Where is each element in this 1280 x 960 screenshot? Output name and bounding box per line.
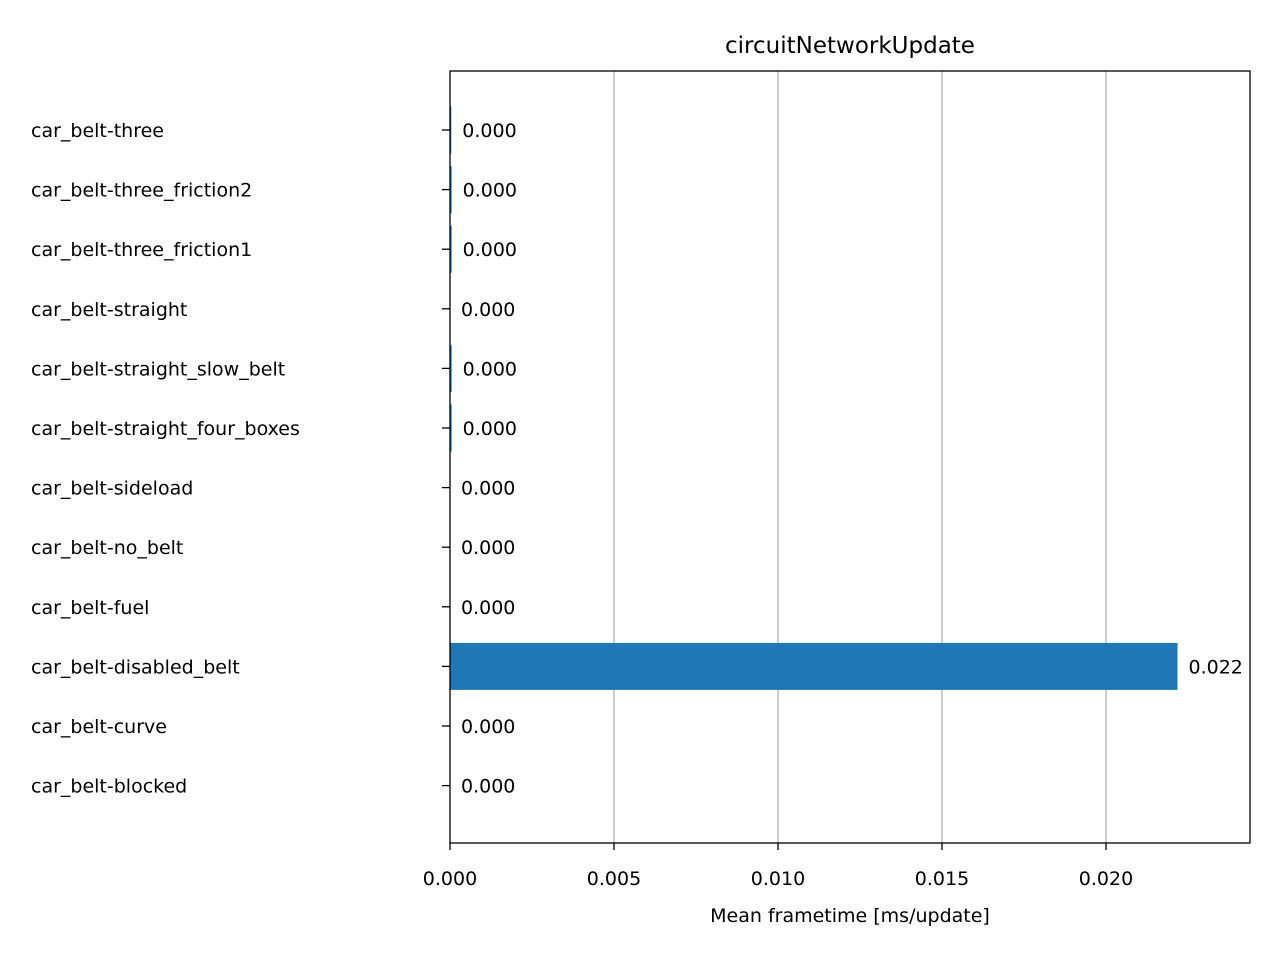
bar-value-label: 0.000 — [463, 358, 517, 380]
x-tick-label: 0.005 — [587, 868, 641, 890]
bar-value-label: 0.000 — [461, 716, 515, 738]
plot-frame — [449, 70, 1251, 844]
y-tick-label: car_belt-three_friction2 — [31, 180, 252, 202]
bar-value-label: 0.000 — [463, 180, 517, 202]
y-tick-label: car_belt-no_belt — [31, 537, 183, 559]
x-axis-title: Mean frametime [ms/update] — [710, 905, 990, 927]
y-tick-label: car_belt-straight_slow_belt — [31, 358, 285, 380]
bar-value-label: 0.000 — [462, 120, 516, 142]
bar-value-labels: 0.000 0.000 0.000 0.000 0.000 0.000 0.000 0.000… — [461, 120, 1243, 798]
x-tick-label: 0.015 — [915, 868, 969, 890]
bar — [450, 225, 452, 273]
bar — [450, 106, 452, 154]
x-axis-ticks: 0.000 0.005 0.010 0.015 0.020 — [423, 843, 1133, 890]
y-tick-label: car_belt-sideload — [31, 478, 193, 500]
y-tick-label: car_belt-three_friction1 — [31, 239, 252, 261]
y-tick-label: car_belt-disabled_belt — [31, 656, 240, 678]
y-tick-label: car_belt-blocked — [31, 776, 187, 798]
bar-value-label: 0.000 — [463, 239, 517, 261]
x-tick-label: 0.000 — [423, 868, 477, 890]
y-tick-label: car_belt-curve — [31, 716, 167, 738]
gridlines — [613, 71, 1107, 843]
bar-value-label: 0.000 — [461, 299, 515, 321]
bar-value-label: 0.000 — [461, 478, 515, 500]
bar-value-label: 0.000 — [461, 776, 515, 798]
bar — [450, 404, 452, 452]
bar — [450, 166, 452, 214]
bar — [450, 642, 1178, 690]
y-tick-label: car_belt-straight — [31, 299, 187, 321]
y-tick-label: car_belt-fuel — [31, 597, 149, 619]
bars — [450, 106, 1178, 690]
x-tick-label: 0.020 — [1079, 868, 1133, 890]
chart-title: circuitNetworkUpdate — [725, 33, 975, 59]
y-tick-label: car_belt-three — [31, 120, 164, 142]
y-axis-ticks: car_belt-three car_belt-three_friction2ca… — [31, 120, 450, 798]
y-tick-label: car_belt-straight_four_boxes — [31, 418, 300, 440]
bar — [450, 344, 452, 392]
bar-value-label: 0.022 — [1189, 656, 1243, 678]
bar-value-label: 0.000 — [461, 597, 515, 619]
bar-value-label: 0.000 — [463, 418, 517, 440]
x-tick-label: 0.010 — [751, 868, 805, 890]
bar-value-label: 0.000 — [461, 537, 515, 559]
